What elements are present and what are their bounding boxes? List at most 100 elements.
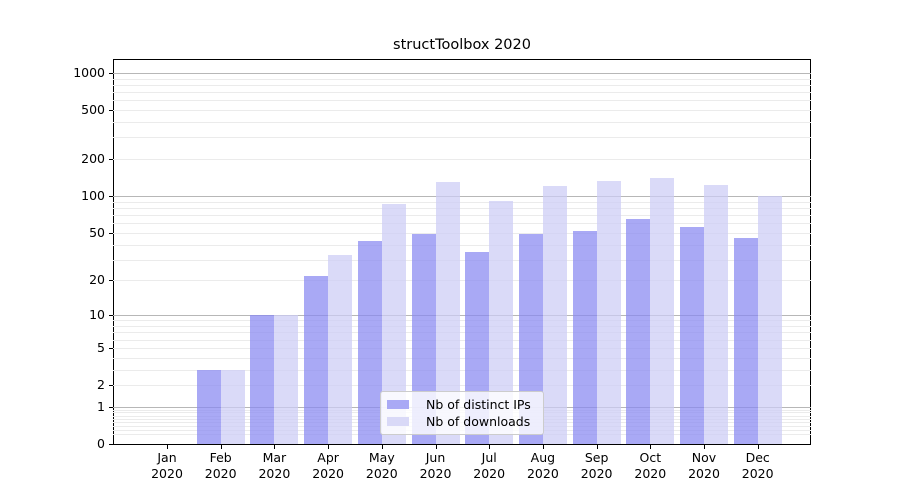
x-tick-label-may: May 2020 [342,450,422,481]
y-tick-label: 20 [89,272,105,288]
y-tick-label: 5 [97,339,105,355]
bars-layer [113,59,811,445]
legend-row-downloads: Nb of downloads [387,413,535,430]
legend: Nb of distinct IPs Nb of downloads [380,391,544,435]
x-tick-label-aug: Aug 2020 [503,450,583,481]
x-label-year: 2020 [312,465,344,481]
x-tick-label-oct: Oct 2020 [610,450,690,481]
minor-gridline [113,207,811,209]
x-label-year: 2020 [204,465,237,481]
x-tick-label-mar: Mar 2020 [234,450,314,481]
bar-downloads-sep [596,180,621,444]
x-tickmark [220,445,222,449]
x-tickmark [650,445,652,449]
minor-gridline [113,320,811,322]
minor-gridline [113,332,811,334]
legend-label-downloads: Nb of downloads [426,414,531,429]
minor-gridline [113,357,811,359]
minor-gridline [113,244,811,246]
x-label-month: Nov [691,450,717,465]
minor-gridline [113,339,811,341]
bar-downloads-dec [757,196,782,444]
x-label-year: 2020 [151,465,183,481]
y-tick-label: 0 [97,436,105,451]
bar-distinct-ips-may [357,240,382,444]
minor-gridline [113,347,811,349]
y-tick-label: 1 [97,398,105,414]
plot-area: Nb of distinct IPs Nb of downloads [113,59,811,445]
x-tickmark [274,445,276,449]
bar-downloads-nov [704,184,728,444]
x-tick-label-jun: Jun 2020 [396,450,476,481]
minor-gridline [113,385,811,386]
minor-gridline [113,232,811,234]
x-tick-label-feb: Feb 2020 [181,450,261,481]
x-tick-label-apr: Apr 2020 [288,450,368,481]
x-tickmark [757,445,759,449]
bar-downloads-oct [650,178,675,444]
bar-downloads-feb [220,369,245,444]
y-tick-label: 500 [81,102,105,117]
x-label-year: 2020 [634,465,667,481]
x-tick-label-jan: Jan 2020 [127,450,207,481]
bar-downloads-mar [274,315,299,444]
x-tickmark [542,445,544,449]
y-tick-label: 50 [89,224,105,240]
minor-gridline [113,92,811,93]
x-label-month: Aug [530,450,556,465]
bar-distinct-ips-dec [733,238,758,444]
bar-distinct-ips-apr [304,275,329,444]
x-label-month: Oct [639,450,662,465]
minor-gridline [113,100,811,102]
x-tickmark [435,445,437,449]
minor-gridline [113,159,811,161]
x-tickmark [328,445,330,449]
major-gridline [113,315,811,317]
x-label-year: 2020 [365,465,398,481]
x-tick-label-jul: Jul 2020 [449,450,529,481]
chart-title: structToolbox 2020 [393,37,531,53]
minor-gridline [113,78,811,80]
minor-gridline [113,369,811,371]
legend-swatch-distinct-ips [387,400,409,409]
x-label-month: Apr [317,450,339,465]
minor-gridline [113,137,811,139]
x-label-month: Jul [481,450,497,465]
x-tickmark [596,445,598,449]
x-label-month: Jun [425,450,446,465]
x-label-year: 2020 [741,465,774,481]
bar-distinct-ips-feb [196,369,221,444]
minor-gridline [113,84,811,86]
major-gridline [113,196,811,198]
x-tickmark [489,445,491,449]
bar-distinct-ips-oct [626,218,651,444]
minor-gridline [113,326,811,327]
x-label-month: Jan [157,450,177,465]
bar-distinct-ips-sep [572,230,597,444]
x-label-year: 2020 [580,465,613,481]
minor-gridline [113,280,811,282]
bar-downloads-aug [542,185,567,444]
x-tick-label-dec: Dec 2020 [718,450,798,481]
x-label-month: Sep [584,450,609,465]
x-label-year: 2020 [419,465,452,481]
x-label-year: 2020 [258,465,291,481]
y-tick-label: 2 [97,377,105,392]
x-tick-label-nov: Nov 2020 [664,450,744,481]
x-label-month: Dec [745,450,770,465]
x-label-month: Feb [209,450,232,465]
y-tick-label: 200 [81,151,105,167]
x-tickmark [704,445,705,449]
y-tick-label: 100 [81,188,105,204]
minor-gridline [113,122,811,123]
legend-label-distinct-ips: Nb of distinct IPs [426,397,531,412]
minor-gridline [113,215,811,216]
legend-row-distinct-ips: Nb of distinct IPs [387,396,535,413]
x-label-year: 2020 [473,465,506,481]
minor-gridline [113,110,811,111]
x-label-month: May [368,450,395,465]
bar-downloads-apr [328,254,353,444]
x-tickmark [381,445,383,449]
minor-gridline [113,201,811,203]
